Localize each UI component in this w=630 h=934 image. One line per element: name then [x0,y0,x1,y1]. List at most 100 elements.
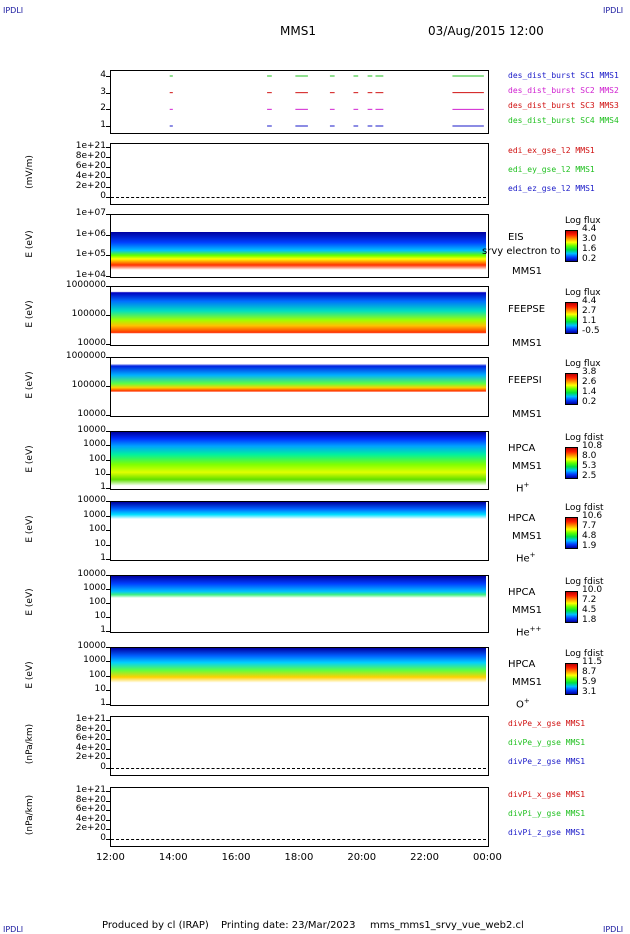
legend-entry: edi_ez_gse_l2 MMS1 [508,184,595,193]
y-tick-label: 8e+20 [75,794,106,805]
spacecraft-label: MMS1 [512,677,542,688]
colorbar [565,663,578,695]
header-datetime: 03/Aug/2015 12:00 [428,24,544,38]
species-label: He++ [516,625,541,638]
species-symbol: O [516,699,524,711]
y-tick-label: 10 [94,467,106,478]
y-tick-mark [106,689,110,691]
colorbar [565,591,578,623]
y-tick-mark [106,631,110,632]
y-tick-mark [106,147,110,148]
y-tick-label: 10000 [77,569,106,579]
y-tick-mark [106,177,110,178]
legend-entry: divPe_z_gse MMS1 [508,757,586,766]
overlay-label: srvy electron to [482,246,561,257]
legend-entry: des_dist_burst SC4 MMS4 [508,116,619,125]
colorbar-tick-label: 4.5 [582,605,597,615]
spectrogram-hpca_o [111,648,486,704]
legend-entry: des_dist_burst SC3 MMS3 [508,101,619,110]
y-tick-mark [106,603,110,604]
corner-label-bl: IPDLI [3,925,24,934]
y-tick-label: 1 [100,553,106,563]
colorbar-title: Log flux [565,216,601,226]
y-tick-mark [106,739,110,741]
species-charge: + [523,481,530,489]
y-tick-mark [106,839,110,840]
corner-label-tl: IPDLI [3,6,24,15]
corner-label-tr: IPDLI [603,6,624,15]
y-tick-mark [106,157,110,158]
y-tick-mark [106,575,110,576]
y-tick-label: 1e+07 [75,208,106,218]
y-tick-label: 1000000 [65,280,106,290]
colorbar [565,302,578,334]
y-tick-label: 100000 [71,309,106,319]
spacecraft-label: MMS1 [512,266,542,277]
y-tick-label: 1000 [83,583,106,593]
colorbar-title: Log fdist [565,503,604,513]
y-tick-mark [106,445,110,447]
y-tick-label: 2 [100,103,106,114]
panel-frame-divpe [110,716,489,776]
y-tick-mark [106,544,110,546]
y-tick-label: 2e+20 [75,181,106,191]
species-symbol: He [516,627,530,639]
y-tick-label: 6e+20 [75,804,106,815]
y-tick-mark [106,344,110,345]
y-tick-label: 1 [100,698,106,708]
footer-printing: Printing date: 23/Mar/2023 [221,920,356,931]
spacecraft-label: MMS1 [512,461,542,472]
y-tick-mark [106,810,110,812]
colorbar-tick-label: 7.2 [582,595,597,605]
y-tick-label: 1 [100,120,106,130]
y-tick-mark [106,214,110,215]
legend-entry: edi_ex_gse_l2 MMS1 [508,146,595,155]
y-tick-label: 4e+20 [75,742,106,753]
colorbar-tick-label: 2.6 [582,377,597,387]
x-tick-label: 22:00 [410,852,439,863]
y-tick-label: 1000 [83,439,106,450]
y-tick-label: 10000 [77,425,106,435]
y-tick-label: 0 [100,191,106,201]
y-tick-label: 10 [94,538,106,549]
spectrogram-eis [111,215,486,276]
instrument-label: HPCA [508,659,536,670]
spectrogram-feepse [111,287,486,344]
colorbar-tick-label: 1.4 [582,387,597,397]
y-tick-mark [106,386,110,387]
y-tick-label: 100 [88,453,106,464]
y-tick-label: 3 [100,86,106,97]
y-tick-label: 4 [100,70,106,80]
y-tick-mark [106,829,110,831]
footer-produced: Produced by cl (IRAP) [102,920,209,931]
legend-entry: divPe_x_gse MMS1 [508,719,586,728]
legend-entry: des_dist_burst SC1 MMS1 [508,71,619,80]
x-tick-label: 16:00 [221,852,251,863]
y-tick-label: 1 [100,482,106,492]
colorbar-title: Log fdist [565,577,604,587]
y-tick-label: 2e+20 [75,823,106,834]
y-tick-mark [106,488,110,489]
y-tick-label: 1e+21 [75,714,106,724]
colorbar [565,447,578,479]
y-tick-label: 1 [100,625,106,635]
y-tick-mark [106,187,110,188]
instrument-label: HPCA [508,587,536,598]
y-tick-mark [106,589,110,590]
x-tick-label: 12:00 [96,852,125,863]
y-tick-mark [106,758,110,760]
y-tick-label: 100000 [71,380,106,390]
y-tick-mark [106,748,110,750]
colorbar-tick-label: 5.9 [582,677,597,687]
y-tick-mark [106,704,110,705]
y-tick-mark [106,791,110,792]
y-tick-mark [106,92,110,94]
y-tick-label: 1e+21 [75,141,106,151]
colorbar-tick-label: 1.1 [582,316,597,326]
y-tick-label: 1000000 [65,351,106,361]
panel-frame-burst [110,70,489,134]
y-tick-label: 4e+20 [75,813,106,824]
y-tick-mark [106,530,110,531]
colorbar-title: Log flux [565,359,601,369]
